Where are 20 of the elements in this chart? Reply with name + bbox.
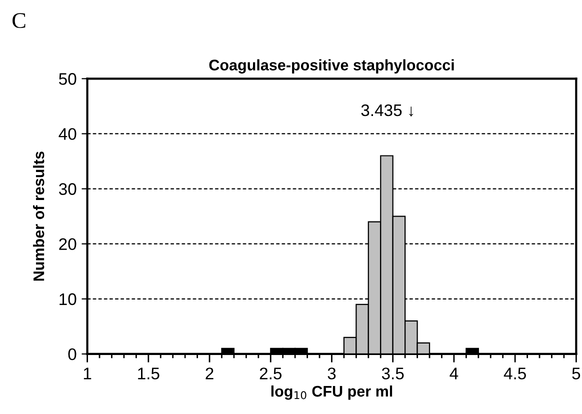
y-tick-label: 0 (68, 348, 76, 360)
x-tick-label: 3 (328, 368, 336, 380)
y-tick-label: 10 (60, 293, 76, 306)
y-tick-label: 20 (59, 238, 76, 250)
y-tick-label: 50 (59, 73, 76, 85)
text: C (12, 13, 26, 28)
x-tick-label: 3.5 (382, 368, 404, 380)
y-tick-label: 30 (58, 183, 76, 195)
x-axis-title: log$_{10}$ CFU per ml (271, 385, 392, 400)
x-tick-label: 2 (206, 368, 214, 380)
y-tick-label: 40 (58, 128, 76, 140)
annotation: 3.435 ↓ (361, 104, 414, 117)
chart-title: Coagulase-positive staphylococci (209, 59, 454, 74)
x-tick-label: 1 (84, 368, 92, 380)
x-tick-label: 2.5 (260, 368, 282, 380)
x-tick-label: 4 (450, 368, 458, 380)
y-axis-title: Number of results (32, 152, 44, 281)
x-tick-label: 4.5 (504, 368, 526, 380)
x-tick-label: 5 (572, 368, 580, 380)
x-tick-label: 1.5 (138, 368, 160, 380)
